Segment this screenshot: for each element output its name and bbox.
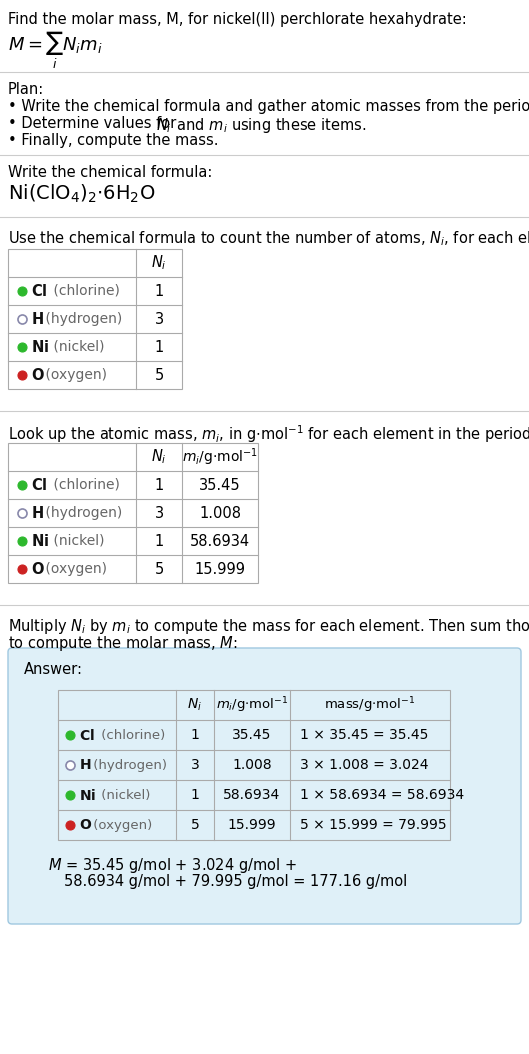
Text: $M = \sum_i N_i m_i$: $M = \sum_i N_i m_i$ (8, 30, 103, 72)
FancyBboxPatch shape (8, 648, 521, 924)
Text: 15.999: 15.999 (195, 562, 245, 577)
Text: $\mathrm{Ni(ClO_4)_2{\cdot}6H_2O}$: $\mathrm{Ni(ClO_4)_2{\cdot}6H_2O}$ (8, 183, 156, 206)
Text: (hydrogen): (hydrogen) (41, 312, 122, 326)
Text: Answer:: Answer: (24, 662, 83, 677)
Text: $N_i$: $N_i$ (187, 697, 203, 714)
Text: (oxygen): (oxygen) (41, 368, 107, 382)
Text: (nickel): (nickel) (97, 788, 150, 801)
Text: $N_i$: $N_i$ (151, 254, 167, 272)
Text: $\mathbf{H}$: $\mathbf{H}$ (31, 505, 44, 521)
Text: mass/g$\cdot$mol$^{-1}$: mass/g$\cdot$mol$^{-1}$ (324, 696, 416, 715)
Text: 1: 1 (190, 788, 199, 802)
Text: $\mathbf{H}$: $\mathbf{H}$ (79, 758, 92, 772)
Text: (hydrogen): (hydrogen) (89, 759, 167, 772)
Text: (chlorine): (chlorine) (49, 284, 120, 298)
Text: 3: 3 (190, 758, 199, 772)
Text: $\mathbf{O}$: $\mathbf{O}$ (31, 561, 45, 577)
Text: 58.6934 g/mol + 79.995 g/mol = 177.16 g/mol: 58.6934 g/mol + 79.995 g/mol = 177.16 g/… (64, 874, 407, 889)
Text: 1: 1 (154, 477, 163, 492)
Text: 5 × 15.999 = 79.995: 5 × 15.999 = 79.995 (300, 818, 446, 832)
Text: $\mathbf{H}$: $\mathbf{H}$ (31, 311, 44, 327)
Text: $\mathbf{Ni}$: $\mathbf{Ni}$ (31, 533, 49, 549)
Text: 15.999: 15.999 (227, 818, 276, 832)
Text: 3 × 1.008 = 3.024: 3 × 1.008 = 3.024 (300, 758, 428, 772)
Text: 1: 1 (154, 339, 163, 354)
Text: $N_i$: $N_i$ (151, 448, 167, 466)
Text: (nickel): (nickel) (49, 534, 105, 548)
Text: 1: 1 (154, 533, 163, 548)
Text: $m_i$/g$\cdot$mol$^{-1}$: $m_i$/g$\cdot$mol$^{-1}$ (216, 696, 288, 715)
Text: (chlorine): (chlorine) (49, 479, 120, 492)
Text: and $m_i$ using these items.: and $m_i$ using these items. (172, 116, 366, 135)
Text: 5: 5 (154, 368, 163, 383)
Text: (oxygen): (oxygen) (41, 562, 107, 575)
Text: Multiply $N_i$ by $m_i$ to compute the mass for each element. Then sum those val: Multiply $N_i$ by $m_i$ to compute the m… (8, 617, 529, 636)
Text: • Write the chemical formula and gather atomic masses from the periodic table.: • Write the chemical formula and gather … (8, 99, 529, 114)
Text: 3: 3 (154, 506, 163, 521)
Text: 35.45: 35.45 (199, 477, 241, 492)
Text: $\mathbf{Cl}$: $\mathbf{Cl}$ (79, 727, 95, 742)
Text: Write the chemical formula:: Write the chemical formula: (8, 165, 212, 180)
Text: 58.6934: 58.6934 (190, 533, 250, 548)
Text: 1: 1 (190, 728, 199, 742)
Text: (nickel): (nickel) (49, 340, 105, 354)
Text: $\mathbf{Cl}$: $\mathbf{Cl}$ (31, 477, 48, 493)
Text: (chlorine): (chlorine) (97, 728, 165, 742)
Text: 58.6934: 58.6934 (223, 788, 280, 802)
Text: • Determine values for: • Determine values for (8, 116, 181, 131)
Text: $M$ = 35.45 g/mol + 3.024 g/mol +: $M$ = 35.45 g/mol + 3.024 g/mol + (48, 856, 297, 875)
Text: $\mathbf{O}$: $\mathbf{O}$ (79, 818, 92, 832)
Text: to compute the molar mass, $M$:: to compute the molar mass, $M$: (8, 635, 238, 653)
Text: 5: 5 (154, 562, 163, 577)
Text: (hydrogen): (hydrogen) (41, 506, 122, 520)
Text: 1 × 58.6934 = 58.6934: 1 × 58.6934 = 58.6934 (300, 788, 464, 802)
Text: 35.45: 35.45 (232, 728, 272, 742)
Text: • Finally, compute the mass.: • Finally, compute the mass. (8, 133, 218, 148)
Text: $N_i$: $N_i$ (156, 116, 172, 135)
Text: Plan:: Plan: (8, 82, 44, 97)
Text: $\mathbf{O}$: $\mathbf{O}$ (31, 367, 45, 383)
Text: 5: 5 (190, 818, 199, 832)
Text: 1: 1 (154, 284, 163, 298)
Text: 1 × 35.45 = 35.45: 1 × 35.45 = 35.45 (300, 728, 428, 742)
Text: (oxygen): (oxygen) (89, 819, 152, 832)
Text: $\mathbf{Ni}$: $\mathbf{Ni}$ (31, 339, 49, 355)
Bar (58, 690, 450, 840)
Text: $\mathbf{Ni}$: $\mathbf{Ni}$ (79, 787, 96, 802)
Text: $m_i$/g$\cdot$mol$^{-1}$: $m_i$/g$\cdot$mol$^{-1}$ (182, 446, 258, 468)
Text: 1.008: 1.008 (199, 506, 241, 521)
Text: 3: 3 (154, 312, 163, 327)
Bar (8, 249, 182, 389)
Text: Use the chemical formula to count the number of atoms, $N_i$, for each element:: Use the chemical formula to count the nu… (8, 229, 529, 248)
Bar (8, 443, 258, 583)
Text: 1.008: 1.008 (232, 758, 272, 772)
Text: $\mathbf{Cl}$: $\mathbf{Cl}$ (31, 284, 48, 299)
Text: Find the molar mass, M, for nickel(II) perchlorate hexahydrate:: Find the molar mass, M, for nickel(II) p… (8, 12, 467, 27)
Text: Look up the atomic mass, $m_i$, in g$\cdot$mol$^{-1}$ for each element in the pe: Look up the atomic mass, $m_i$, in g$\cd… (8, 423, 529, 445)
